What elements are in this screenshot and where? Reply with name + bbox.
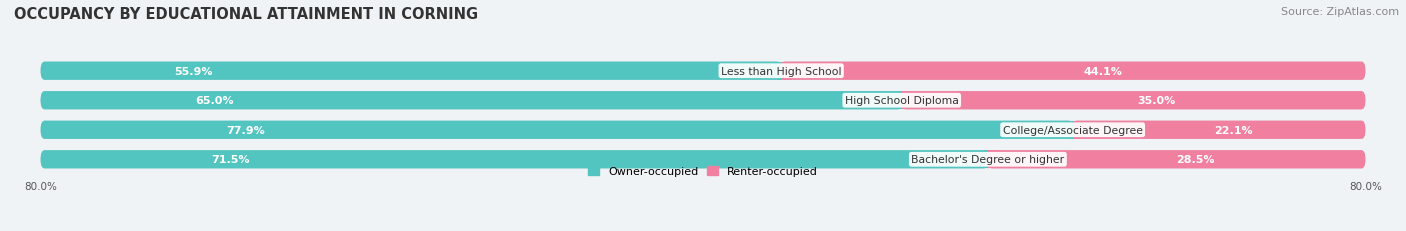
Text: 35.0%: 35.0% (1137, 96, 1175, 106)
FancyBboxPatch shape (782, 62, 792, 81)
Text: 71.5%: 71.5% (211, 155, 250, 164)
FancyBboxPatch shape (782, 62, 1365, 81)
FancyBboxPatch shape (1069, 121, 1080, 139)
FancyBboxPatch shape (1073, 121, 1084, 139)
Text: 22.1%: 22.1% (1215, 125, 1253, 135)
FancyBboxPatch shape (1073, 121, 1365, 139)
Text: High School Diploma: High School Diploma (845, 96, 959, 106)
FancyBboxPatch shape (41, 150, 988, 169)
FancyBboxPatch shape (41, 62, 782, 81)
Text: 28.5%: 28.5% (1177, 155, 1215, 164)
Text: 80.0%: 80.0% (1348, 181, 1382, 191)
FancyBboxPatch shape (988, 150, 998, 169)
FancyBboxPatch shape (988, 150, 1365, 169)
Text: 77.9%: 77.9% (226, 125, 266, 135)
Text: Bachelor's Degree or higher: Bachelor's Degree or higher (911, 155, 1064, 164)
FancyBboxPatch shape (41, 92, 1365, 110)
Text: Less than High School: Less than High School (721, 67, 841, 76)
Text: OCCUPANCY BY EDUCATIONAL ATTAINMENT IN CORNING: OCCUPANCY BY EDUCATIONAL ATTAINMENT IN C… (14, 7, 478, 22)
Legend: Owner-occupied, Renter-occupied: Owner-occupied, Renter-occupied (583, 162, 823, 181)
FancyBboxPatch shape (41, 121, 1365, 139)
FancyBboxPatch shape (984, 150, 994, 169)
Text: 55.9%: 55.9% (174, 67, 212, 76)
FancyBboxPatch shape (41, 92, 901, 110)
FancyBboxPatch shape (901, 92, 1365, 110)
Text: 65.0%: 65.0% (195, 96, 233, 106)
FancyBboxPatch shape (41, 62, 1365, 81)
Text: Source: ZipAtlas.com: Source: ZipAtlas.com (1281, 7, 1399, 17)
FancyBboxPatch shape (901, 92, 912, 110)
FancyBboxPatch shape (778, 62, 787, 81)
FancyBboxPatch shape (41, 150, 1365, 169)
Text: 80.0%: 80.0% (24, 181, 58, 191)
FancyBboxPatch shape (41, 121, 1073, 139)
Text: 44.1%: 44.1% (1083, 67, 1122, 76)
FancyBboxPatch shape (897, 92, 908, 110)
Text: College/Associate Degree: College/Associate Degree (1002, 125, 1143, 135)
